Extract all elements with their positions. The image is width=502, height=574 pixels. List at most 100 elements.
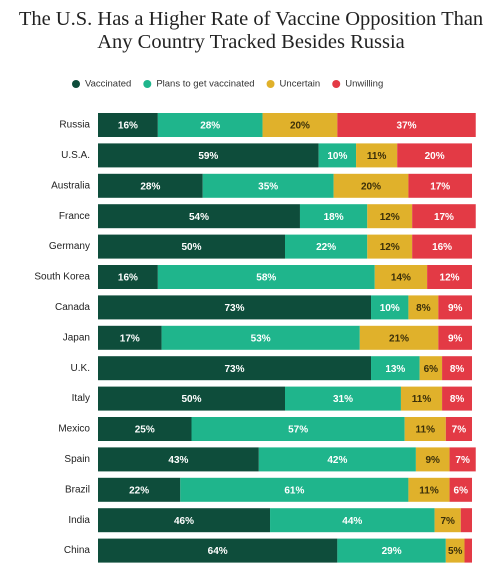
value-label: 7% bbox=[440, 516, 455, 527]
bar-segment bbox=[337, 538, 446, 563]
value-label: 21% bbox=[389, 333, 409, 344]
value-label: 73% bbox=[225, 303, 245, 314]
value-label: 7% bbox=[455, 455, 470, 466]
value-label: 7% bbox=[452, 425, 467, 436]
bar-segment bbox=[98, 538, 338, 563]
value-label: 9% bbox=[448, 333, 463, 344]
value-label: 11% bbox=[412, 394, 432, 405]
value-label: 28% bbox=[140, 181, 160, 192]
value-label: 57% bbox=[288, 425, 308, 436]
bar-segment bbox=[98, 173, 203, 198]
value-label: 10% bbox=[327, 151, 347, 162]
chart-title: The U.S. Has a Higher Rate of Vaccine Op… bbox=[18, 8, 484, 53]
legend-marker bbox=[143, 80, 152, 88]
bar-segment bbox=[408, 477, 450, 502]
y-tick-label: U.K. bbox=[71, 363, 90, 374]
bar-segment bbox=[98, 204, 300, 229]
value-label: 17% bbox=[120, 333, 140, 344]
bar-segment bbox=[374, 265, 428, 289]
value-label: 11% bbox=[416, 425, 436, 436]
value-label: 20% bbox=[290, 121, 310, 132]
value-label: 11% bbox=[367, 151, 387, 162]
value-label: 17% bbox=[434, 212, 454, 223]
bar-segment bbox=[460, 508, 472, 533]
legend-marker bbox=[266, 80, 275, 88]
value-label: 37% bbox=[397, 121, 417, 132]
value-label: 44% bbox=[342, 516, 362, 527]
bar-segment bbox=[412, 204, 476, 229]
bar-segment bbox=[408, 295, 439, 320]
value-label: 9% bbox=[426, 455, 441, 466]
bar-segment bbox=[371, 295, 409, 320]
y-tick-label: India bbox=[68, 515, 90, 526]
bar-segment bbox=[449, 447, 476, 472]
bar-segment bbox=[445, 417, 472, 441]
value-label: 53% bbox=[251, 333, 271, 344]
value-label: 8% bbox=[416, 303, 431, 314]
value-label: 14% bbox=[391, 273, 411, 284]
value-label: 6% bbox=[454, 485, 469, 496]
bar-segment bbox=[438, 325, 472, 350]
bar-segment bbox=[367, 204, 413, 229]
bar-segment bbox=[464, 538, 472, 563]
value-label: 35% bbox=[258, 181, 278, 192]
bar-segment bbox=[180, 477, 409, 502]
bar-segment bbox=[438, 295, 472, 320]
y-tick-label: Canada bbox=[55, 302, 90, 313]
bar-segment bbox=[270, 508, 435, 533]
bar-segment bbox=[449, 477, 472, 502]
bar-segment bbox=[191, 417, 405, 441]
bar-segment bbox=[445, 538, 465, 563]
y-tick-label: Australia bbox=[51, 180, 90, 191]
value-label: 9% bbox=[448, 303, 463, 314]
bar-segment bbox=[299, 204, 368, 229]
value-label: 54% bbox=[189, 212, 209, 223]
value-label: 20% bbox=[361, 181, 381, 192]
value-label: 11% bbox=[419, 485, 439, 496]
value-label: 61% bbox=[284, 485, 304, 496]
value-label: 5% bbox=[448, 546, 463, 557]
value-label: 50% bbox=[181, 242, 201, 253]
bar-segment bbox=[434, 508, 461, 533]
y-tick-label: China bbox=[64, 545, 91, 556]
value-label: 16% bbox=[432, 242, 452, 253]
value-label: 29% bbox=[382, 546, 402, 557]
y-tick-label: South Korea bbox=[34, 272, 90, 283]
bar-segment bbox=[98, 143, 319, 168]
y-tick-label: Mexico bbox=[58, 424, 90, 435]
bar-segment bbox=[98, 234, 285, 259]
bar-segment bbox=[359, 325, 439, 350]
bar-segment bbox=[367, 234, 413, 259]
value-label: 43% bbox=[168, 455, 188, 466]
y-tick-label: Germany bbox=[49, 241, 90, 252]
bar-segment bbox=[419, 356, 443, 381]
bar-segment bbox=[98, 447, 259, 472]
bar-segment bbox=[157, 265, 375, 289]
bar-segment bbox=[202, 173, 334, 198]
value-label: 59% bbox=[198, 151, 218, 162]
legend-marker bbox=[72, 80, 80, 88]
legend-label: Plans to get vaccinated bbox=[156, 79, 254, 90]
value-label: 22% bbox=[129, 485, 149, 496]
value-label: 17% bbox=[430, 181, 450, 192]
y-tick-label: Japan bbox=[63, 332, 90, 343]
value-label: 25% bbox=[135, 425, 155, 436]
value-label: 6% bbox=[424, 364, 439, 375]
value-label: 20% bbox=[425, 151, 445, 162]
bar-segment bbox=[98, 265, 158, 289]
bar-segment bbox=[98, 477, 181, 502]
bar-segment bbox=[98, 417, 192, 441]
bar-segment bbox=[258, 447, 416, 472]
bar-segment bbox=[356, 143, 398, 168]
bar-segment bbox=[98, 295, 372, 320]
bar-segment bbox=[408, 173, 472, 198]
y-tick-label: Italy bbox=[72, 393, 90, 404]
value-label: 8% bbox=[450, 394, 465, 405]
legend-label: Vaccinated bbox=[85, 79, 131, 90]
legend-label: Uncertain bbox=[280, 79, 321, 90]
value-label: 50% bbox=[181, 394, 201, 405]
bar-segment bbox=[333, 173, 409, 198]
y-tick-label: Russia bbox=[59, 120, 90, 131]
